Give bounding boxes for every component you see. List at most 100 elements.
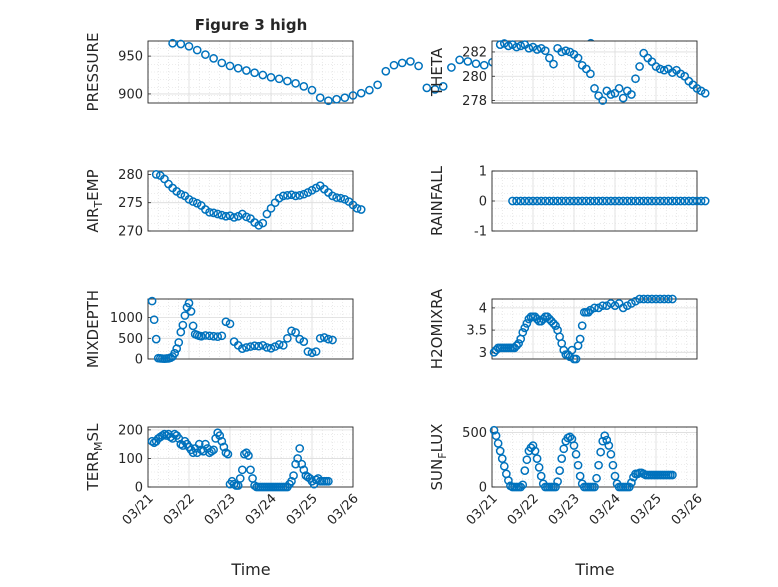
data-point	[246, 342, 255, 351]
y-tick-label: 4	[479, 301, 487, 316]
data-point	[147, 296, 157, 306]
data-point	[283, 333, 292, 343]
data-point	[422, 83, 432, 93]
data-point	[295, 444, 305, 453]
data-point	[196, 445, 206, 455]
data-point	[170, 348, 179, 358]
data-point	[299, 337, 309, 346]
data-point	[406, 57, 415, 66]
y-tick-label: 280	[118, 168, 143, 183]
data-point	[192, 45, 202, 55]
y-tick-label: 275	[118, 196, 143, 211]
data-point	[274, 340, 284, 349]
subplot-4: -1 0 1 RAINFALL	[428, 165, 710, 240]
data-point	[174, 338, 184, 347]
y-tick-label: 0	[479, 481, 487, 496]
data-point	[266, 343, 276, 353]
data-point	[229, 479, 239, 489]
data-point	[557, 47, 567, 57]
data-point	[668, 470, 677, 480]
data-point	[223, 449, 233, 459]
data-point	[336, 193, 346, 203]
data-point	[455, 55, 464, 65]
y-tick-label: 0	[135, 353, 143, 368]
data-point	[235, 474, 245, 483]
y-axis-label-part: TERR	[84, 451, 102, 492]
data-point	[491, 431, 501, 441]
data-point	[315, 333, 325, 343]
data-point	[188, 321, 198, 331]
data-point	[586, 196, 595, 206]
data-point	[696, 196, 706, 206]
data-point	[635, 196, 644, 206]
data-point	[430, 85, 440, 94]
data-point	[307, 348, 317, 358]
data-point	[663, 294, 673, 304]
data-point	[463, 57, 473, 66]
data-point	[596, 447, 606, 457]
y-axis-label-part: EMP	[84, 169, 102, 200]
data-point	[600, 431, 610, 441]
data-point	[672, 196, 681, 206]
data-point	[680, 196, 690, 206]
data-point	[504, 41, 513, 51]
data-point	[569, 196, 579, 206]
data-point	[598, 196, 608, 206]
data-point	[291, 191, 300, 201]
data-point	[209, 445, 218, 455]
data-point	[242, 343, 251, 352]
data-point	[530, 446, 540, 456]
data-point	[518, 480, 528, 490]
data-point	[553, 196, 562, 206]
data-point	[287, 476, 296, 486]
data-point	[356, 88, 366, 98]
data-point	[324, 476, 333, 486]
data-point	[295, 190, 305, 200]
data-point	[479, 60, 489, 70]
data-point	[184, 298, 194, 308]
data-point	[627, 196, 636, 206]
data-point	[659, 294, 669, 304]
data-point	[495, 446, 505, 456]
y-tick-label: 1000	[110, 311, 143, 326]
data-point	[651, 196, 661, 206]
data-point	[700, 88, 710, 98]
data-point	[655, 64, 665, 74]
data-point	[584, 307, 593, 317]
data-point	[514, 339, 524, 348]
data-point	[604, 441, 614, 450]
data-point	[194, 439, 204, 449]
data-point	[381, 66, 391, 76]
data-point	[299, 82, 309, 91]
data-point	[217, 331, 227, 341]
subplot-5: 0 500 1000 MIXDEPTH	[84, 290, 354, 368]
y-axis-label-part: SL	[84, 423, 102, 442]
data-point	[606, 449, 616, 459]
data-point	[532, 45, 542, 54]
data-point	[340, 93, 350, 103]
data-point	[551, 321, 560, 331]
data-point	[495, 40, 505, 49]
data-point	[219, 442, 229, 452]
axes-box	[147, 40, 354, 104]
data-point	[608, 460, 618, 470]
subplot-3: 270 275 280 AIRTEMP	[84, 168, 366, 240]
data-point	[299, 189, 309, 199]
data-point	[688, 196, 698, 206]
subplot-6: 3 3.5 4 H2OMIXRA	[428, 288, 698, 369]
data-point	[528, 196, 538, 206]
data-point	[676, 196, 685, 206]
y-tick-label: 200	[118, 423, 143, 438]
data-point	[534, 463, 544, 472]
data-point	[639, 294, 649, 304]
data-point	[188, 197, 198, 206]
data-point	[565, 196, 575, 206]
data-point	[489, 425, 499, 435]
data-point	[536, 196, 546, 206]
data-point	[319, 333, 329, 342]
data-point	[258, 70, 268, 80]
data-point	[365, 85, 374, 95]
data-point	[278, 340, 288, 350]
data-point	[225, 61, 235, 71]
data-point	[528, 441, 538, 450]
